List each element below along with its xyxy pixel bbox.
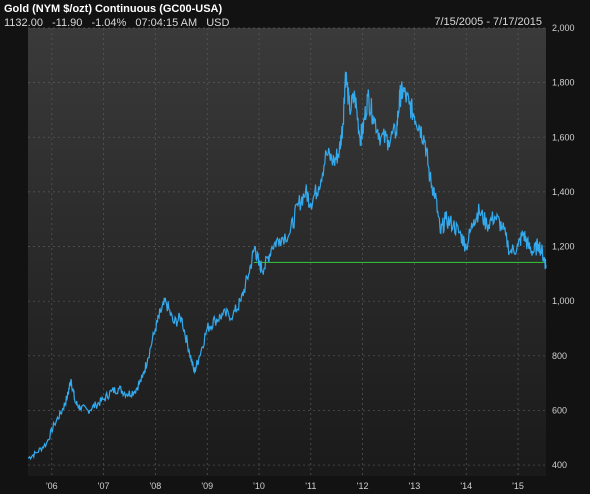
y-tick-label: 1,800 xyxy=(552,78,575,88)
y-tick-label: 2,000 xyxy=(552,23,575,33)
x-tick-label: '11 xyxy=(305,481,316,491)
chart-title: Gold (NYM $/ozt) Continuous (GC00-USA) xyxy=(4,3,223,15)
grid-lines xyxy=(28,27,546,476)
x-tick-label: '06 xyxy=(46,481,58,491)
quote-time: 07:04:15 AM xyxy=(135,17,198,29)
currency: USD xyxy=(206,17,230,29)
x-tick-label: '15 xyxy=(512,481,524,491)
gold-price-line xyxy=(27,71,547,461)
x-tick-label: '14 xyxy=(460,481,472,491)
x-tick-label: '13 xyxy=(409,481,421,491)
x-tick-label: '12 xyxy=(357,481,369,491)
date-range: 7/15/2005 - 7/17/2015 xyxy=(434,16,542,28)
x-tick-label: '09 xyxy=(201,481,213,491)
last-price: 1132.00 xyxy=(4,17,43,29)
y-tick-label: 1,200 xyxy=(552,242,575,252)
x-tick-label: '10 xyxy=(253,481,265,491)
price-change: -11.90 xyxy=(52,17,83,29)
chart-header: Gold (NYM $/ozt) Continuous (GC00-USA) 1… xyxy=(4,2,235,30)
y-tick-label: 400 xyxy=(552,460,567,470)
percent-change: -1.04% xyxy=(91,17,127,29)
y-axis: 400 600 800 1,000 1,200 1,400 1,600 1,800 2,000 xyxy=(552,23,575,470)
y-tick-label: 1,600 xyxy=(552,132,575,142)
x-axis: '06 '07 '08 '09 '10 '11 '12 '13 '14 '15 xyxy=(46,481,524,491)
y-tick-label: 800 xyxy=(552,351,567,361)
y-tick-label: 1,000 xyxy=(552,296,575,306)
y-tick-label: 1,400 xyxy=(552,187,575,197)
quote-line: 1132.00 -11.90 -1.04% 07:04:15 AM USD xyxy=(4,16,235,30)
plot-area xyxy=(28,28,546,476)
y-tick-label: 600 xyxy=(552,405,567,415)
x-tick-label: '07 xyxy=(98,481,110,491)
x-tick-label: '08 xyxy=(150,481,162,491)
